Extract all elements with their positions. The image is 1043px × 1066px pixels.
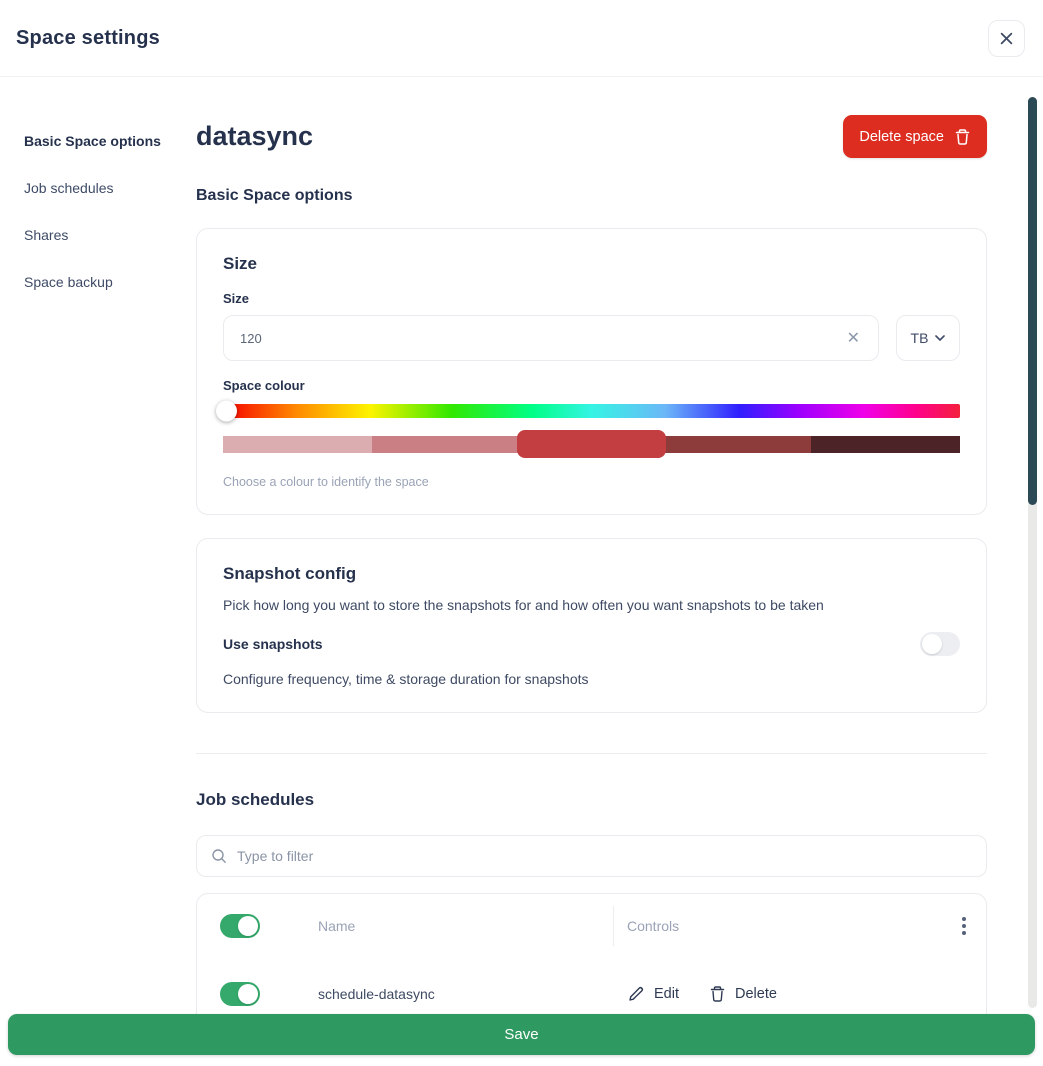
sidebar-item-job-schedules[interactable]: Job schedules [24,180,114,196]
pencil-icon [627,985,645,1003]
hue-slider[interactable] [216,400,960,422]
save-button[interactable]: Save [8,1014,1035,1055]
clear-size-icon[interactable]: ✕ [846,330,860,347]
shade-swatch-2[interactable] [372,435,521,453]
trash-icon [954,128,971,146]
chevron-down-icon [935,335,946,341]
header-toggle-cell [220,914,318,938]
size-input[interactable] [240,330,843,346]
schedule-filter-input[interactable] [237,848,972,864]
job-schedules-heading: Job schedules [196,790,315,809]
scrollbar-thumb[interactable] [1028,97,1037,505]
sidebar-item-space-backup[interactable]: Space backup [24,274,113,290]
row-toggle-cell [220,982,318,1006]
snapshot-card-description: Pick how long you want to store the snap… [223,597,824,613]
size-input-wrap: ✕ [223,315,879,361]
section-divider [196,753,987,754]
shade-swatch-5[interactable] [811,435,960,453]
close-button[interactable] [988,19,1025,57]
hue-slider-thumb[interactable] [216,400,237,422]
schedules-table-header: Name Controls [197,894,986,958]
row-controls-cell: Edit Delete [614,985,944,1003]
trash-icon [709,985,726,1003]
delete-schedule-button[interactable]: Delete [709,985,777,1003]
toggle-knob [238,984,258,1004]
snapshot-config-help: Configure frequency, time & storage dura… [223,671,589,687]
shade-swatch-row [223,430,960,458]
modal-header: Space settings [0,0,1043,77]
space-name-heading: datasync [196,121,314,151]
size-unit-select[interactable]: TB [896,315,960,361]
toggle-knob [238,916,258,936]
title-row: datasync Delete space [196,115,987,158]
snapshot-config-card: Snapshot config Pick how long you want t… [196,538,987,713]
shade-swatch-3-selected[interactable] [517,430,666,458]
delete-space-button[interactable]: Delete space [843,115,987,158]
search-icon [211,848,227,864]
sidebar-item-basic-space-options[interactable]: Basic Space options [24,133,161,149]
controls-column-header: Controls [627,918,680,934]
basic-options-section-heading: Basic Space options [196,187,353,204]
settings-sidebar: Basic Space options Job schedules Shares… [0,77,196,321]
toggle-all-switch[interactable] [220,914,260,938]
schedule-filter-wrap [196,835,987,877]
settings-content: datasync Delete space Basic Space option… [196,77,1015,1031]
table-menu-cell [944,913,970,939]
scrollbar-track[interactable] [1028,97,1037,1008]
size-input-row: ✕ TB [223,315,960,361]
snapshot-card-title: Snapshot config [223,564,357,583]
schedules-table: Name Controls schedule-datasync [196,893,987,1031]
kebab-menu-icon[interactable] [958,913,970,939]
modal-title: Space settings [16,26,160,49]
edit-label: Edit [654,986,679,1002]
name-column-header: Name [318,918,356,934]
table-row: schedule-datasync Edit Delete [197,958,986,1030]
shade-swatch-1[interactable] [223,435,372,453]
toggle-knob [922,634,942,654]
use-snapshots-toggle[interactable] [920,632,960,656]
use-snapshots-row: Use snapshots [223,632,960,656]
size-card-title: Size [223,254,258,273]
delete-label: Delete [735,986,777,1002]
edit-schedule-button[interactable]: Edit [627,985,679,1003]
delete-space-label: Delete space [859,128,944,145]
shade-swatch-4[interactable] [662,435,811,453]
close-icon [1000,32,1013,45]
sidebar-item-shares[interactable]: Shares [24,227,69,243]
colour-help-text: Choose a colour to identify the space [223,475,429,489]
size-card: Size Size ✕ TB Space colour [196,228,987,515]
schedule-enabled-toggle[interactable] [220,982,260,1006]
space-colour-label: Space colour [223,378,305,393]
schedule-name: schedule-datasync [318,986,435,1002]
column-divider [613,906,614,946]
use-snapshots-label: Use snapshots [223,636,323,652]
size-field-label: Size [223,291,250,306]
size-unit-value: TB [910,330,929,346]
